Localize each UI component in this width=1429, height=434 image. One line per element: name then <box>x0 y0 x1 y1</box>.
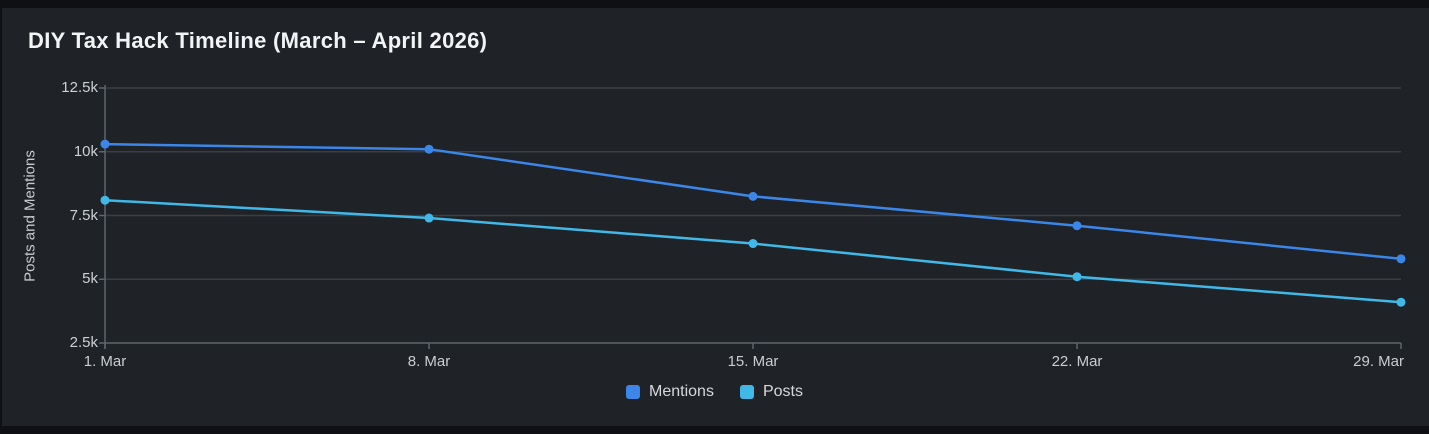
x-tick-label-22-mar: 22. Mar <box>1051 353 1103 370</box>
data-point-posts-22-mar[interactable] <box>1072 272 1082 282</box>
y-tick-label-2.5k: 2.5k <box>69 334 98 351</box>
chart-legend: Mentions Posts <box>0 383 1429 401</box>
data-point-mentions-8-mar[interactable] <box>424 144 434 154</box>
data-point-mentions-29-mar[interactable] <box>1396 254 1406 264</box>
x-tick-label-29-mar: 29. Mar <box>1353 353 1404 370</box>
data-point-posts-29-mar[interactable] <box>1396 297 1406 307</box>
data-point-mentions-1-mar[interactable] <box>100 139 110 149</box>
data-point-posts-15-mar[interactable] <box>748 239 758 249</box>
data-point-mentions-22-mar[interactable] <box>1072 221 1082 231</box>
y-tick-label-10k: 10k <box>73 142 98 160</box>
legend-label-mentions: Mentions <box>649 383 714 400</box>
chart-card <box>2 8 1429 426</box>
legend-item-mentions[interactable]: Mentions <box>626 383 714 401</box>
legend-item-posts[interactable]: Posts <box>739 383 803 401</box>
legend-swatch-mentions <box>626 385 641 399</box>
legend-swatch-posts <box>739 385 754 399</box>
data-point-mentions-15-mar[interactable] <box>748 191 758 201</box>
x-tick-label-15-mar: 15. Mar <box>727 353 779 370</box>
data-point-posts-1-mar[interactable] <box>100 195 110 205</box>
y-tick-label-7.5k: 7.5k <box>69 206 98 224</box>
chart-title: DIY Tax Hack Timeline (March – April 202… <box>28 28 488 53</box>
x-tick-label-8-mar: 8. Mar <box>407 353 451 370</box>
legend-label-posts: Posts <box>762 383 803 400</box>
data-point-posts-8-mar[interactable] <box>424 213 434 223</box>
x-tick-label-1-mar: 1. Mar <box>83 353 127 370</box>
y-tick-label-12.5k: 12.5k <box>61 79 98 96</box>
y-tick-label-5k: 5k <box>82 270 98 288</box>
